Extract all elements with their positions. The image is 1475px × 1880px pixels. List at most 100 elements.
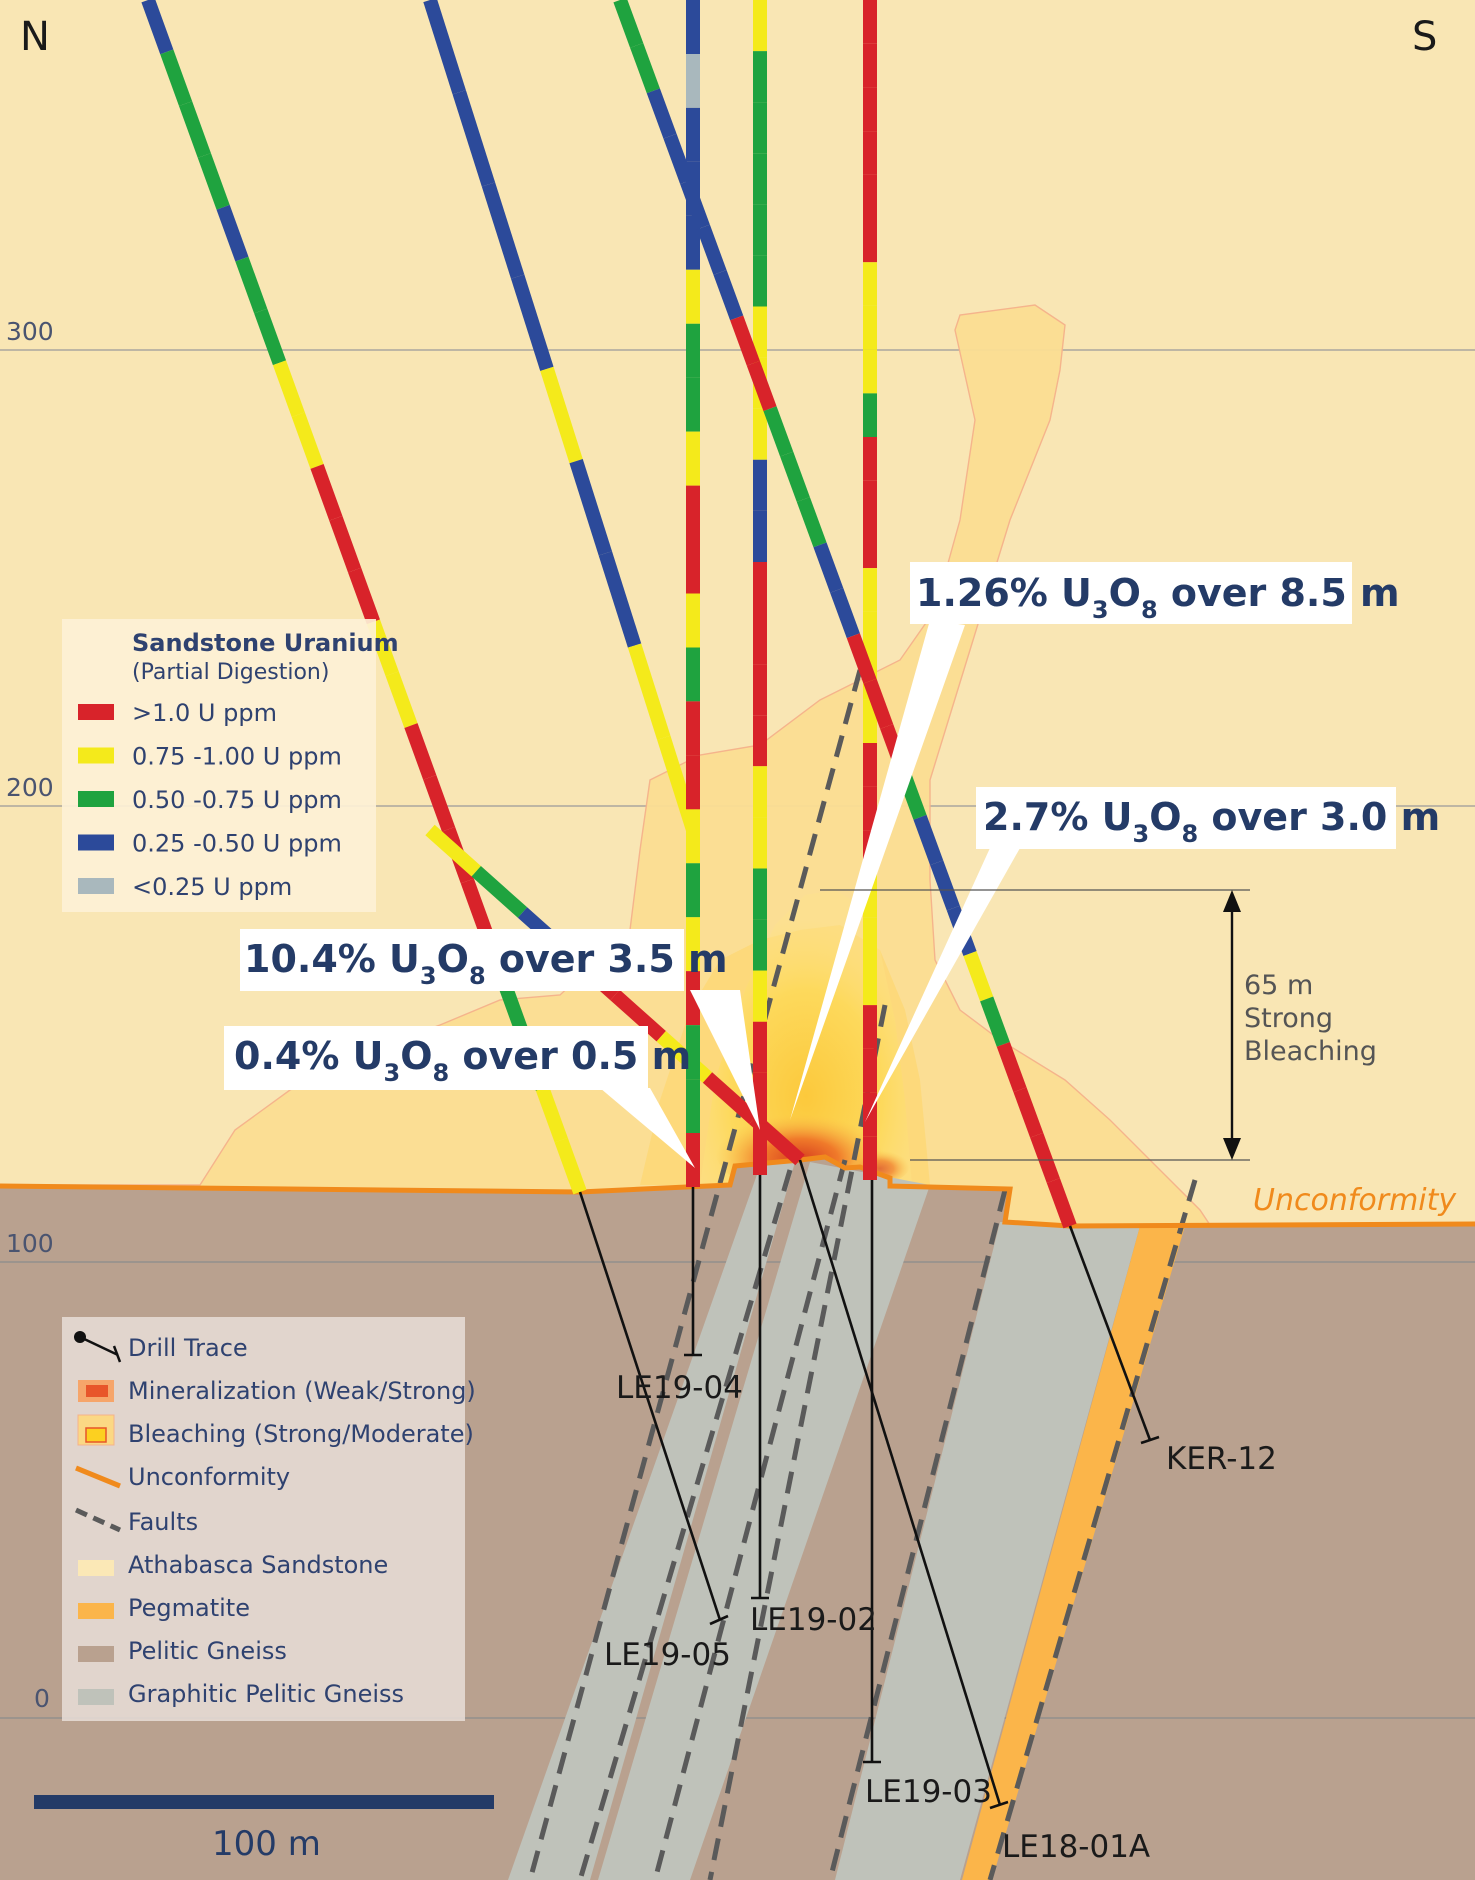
hole-segment bbox=[329, 515, 362, 573]
hole-segment bbox=[540, 366, 583, 464]
uranium-legend-label: 0.75 -1.00 U ppm bbox=[132, 743, 342, 771]
hole-segment bbox=[863, 678, 894, 729]
hole-segment bbox=[197, 153, 230, 210]
graphitic-gneiss-band-2 bbox=[598, 1162, 930, 1880]
geology-legend-label: Pegmatite bbox=[128, 1594, 250, 1622]
hole-segment bbox=[796, 497, 827, 548]
bleaching-thickness-annotation: 65 m Strong Bleaching bbox=[820, 889, 1377, 1161]
callout-text-1: 1.26% U3O8 over 8.5 m bbox=[916, 571, 1400, 624]
hole-segment bbox=[481, 182, 525, 279]
hole-segment bbox=[254, 308, 287, 366]
bleaching-label-line3: Bleaching bbox=[1244, 1036, 1377, 1067]
uranium-legend-swatch bbox=[78, 878, 114, 894]
geology-legend-label: Drill Trace bbox=[128, 1334, 248, 1362]
elevation-label-0: 0 bbox=[34, 1684, 50, 1713]
hole-segment bbox=[627, 643, 671, 740]
geology-legend: Drill Trace Mineralization (Weak/Strong)… bbox=[62, 1317, 476, 1721]
geology-legend-label: Mineralization (Weak/Strong) bbox=[128, 1377, 476, 1405]
hole-segment bbox=[663, 133, 694, 185]
hole-segment bbox=[680, 179, 710, 230]
hole-label-le19-02: LE19-02 bbox=[750, 1602, 877, 1638]
callout-box-4 bbox=[224, 1026, 648, 1090]
drill-traces bbox=[578, 1159, 1160, 1810]
hole-segment bbox=[366, 619, 399, 677]
callout-pointer-1 bbox=[790, 620, 965, 1120]
pegmatite-swatch bbox=[78, 1603, 114, 1619]
graphitic-gneiss-swatch bbox=[78, 1689, 114, 1705]
hole-segment bbox=[746, 360, 777, 412]
hole-segment bbox=[554, 1137, 587, 1195]
geology-legend-label: Graphitic Pelitic Gneiss bbox=[128, 1680, 404, 1708]
scale-bar: 100 m bbox=[34, 1795, 494, 1864]
hole-segment bbox=[996, 1041, 1027, 1093]
hole-segment bbox=[423, 0, 466, 95]
hole-segment bbox=[569, 458, 613, 556]
hole-label-le18-01a: LE18-01A bbox=[1002, 1829, 1150, 1865]
hole-segment bbox=[930, 860, 960, 911]
hole-segment bbox=[310, 464, 343, 521]
hole-segment bbox=[178, 101, 211, 158]
hole-segment bbox=[763, 406, 794, 457]
uranium-legend-label: <0.25 U ppm bbox=[132, 873, 292, 901]
hole-segment bbox=[385, 671, 418, 728]
hole-far-left bbox=[423, 0, 700, 833]
geology-legend-label: Pelitic Gneiss bbox=[128, 1637, 287, 1665]
elevation-label-100: 100 bbox=[6, 1229, 54, 1258]
geology-legend-label: Bleaching (Strong/Moderate) bbox=[128, 1420, 474, 1448]
callout-text-2: 2.7% U3O8 over 3.0 m bbox=[983, 795, 1440, 848]
hole-segment bbox=[696, 224, 727, 275]
hole-segment bbox=[646, 88, 677, 139]
hole-segment bbox=[913, 814, 944, 866]
hole-segment bbox=[630, 42, 660, 94]
callout-box-1 bbox=[910, 562, 1352, 624]
pelitic-gneiss-swatch bbox=[78, 1646, 114, 1662]
sandstone-swatch bbox=[78, 1560, 114, 1576]
south-label: S bbox=[1412, 14, 1437, 60]
uranium-legend-swatch bbox=[78, 747, 114, 764]
uranium-legend-label: 0.50 -0.75 U ppm bbox=[132, 786, 342, 814]
hole-segment bbox=[425, 824, 481, 877]
hole-segment bbox=[160, 49, 193, 107]
hole-segment bbox=[702, 1072, 759, 1124]
elevation-label-200: 200 bbox=[6, 773, 54, 802]
hole-segment bbox=[980, 996, 1010, 1047]
hole-label-le19-05: LE19-05 bbox=[604, 1637, 731, 1673]
drill-hole-labels: LE19-04 LE19-05 LE19-02 LE19-03 LE18-01A… bbox=[604, 1370, 1277, 1865]
bleaching-icon bbox=[77, 1414, 115, 1446]
hole-segment bbox=[423, 775, 456, 832]
hole-segment bbox=[404, 723, 437, 780]
hole-segment bbox=[235, 256, 268, 314]
callout-pointer-4 bbox=[600, 1088, 695, 1168]
hole-segment bbox=[272, 360, 305, 417]
pegmatite-dyke bbox=[962, 1226, 1185, 1880]
uranium-legend-box bbox=[62, 619, 376, 912]
scale-bar-label: 100 m bbox=[212, 1824, 321, 1864]
bleaching-label-line2: Strong bbox=[1244, 1003, 1333, 1034]
hole-segment bbox=[830, 587, 860, 639]
callout-text-3: 10.4% U3O8 over 3.5 m bbox=[244, 937, 728, 990]
hole-segment bbox=[730, 315, 760, 366]
hole-label-ker-12: KER-12 bbox=[1166, 1441, 1277, 1477]
unconformity-icon bbox=[75, 1465, 121, 1489]
geology-legend-box bbox=[62, 1317, 465, 1721]
hole-segment bbox=[535, 1085, 568, 1143]
hole-segment bbox=[452, 90, 496, 187]
hole-segment bbox=[613, 0, 644, 48]
north-label: N bbox=[20, 14, 50, 60]
hole-segment bbox=[141, 0, 174, 55]
geology-legend-label: Faults bbox=[128, 1508, 198, 1536]
uranium-legend-subtitle: (Partial Digestion) bbox=[132, 660, 329, 685]
callout-box-3 bbox=[240, 929, 684, 991]
graphitic-gneiss-band-3 bbox=[835, 1222, 1140, 1880]
hole-segment bbox=[1030, 1132, 1060, 1184]
hole-segment bbox=[713, 270, 744, 321]
elevation-labels: 300 200 100 0 bbox=[6, 317, 54, 1713]
uranium-legend: Sandstone Uranium (Partial Digestion) >1… bbox=[62, 619, 399, 912]
unconformity-label: Unconformity bbox=[1253, 1183, 1457, 1218]
hole-segment bbox=[610, 989, 666, 1042]
hole-segment bbox=[460, 878, 493, 936]
hole-segment bbox=[216, 204, 249, 262]
hole-segment bbox=[291, 412, 324, 469]
scale-bar-line bbox=[34, 1795, 494, 1809]
callout-pointer-3 bbox=[690, 990, 760, 1130]
